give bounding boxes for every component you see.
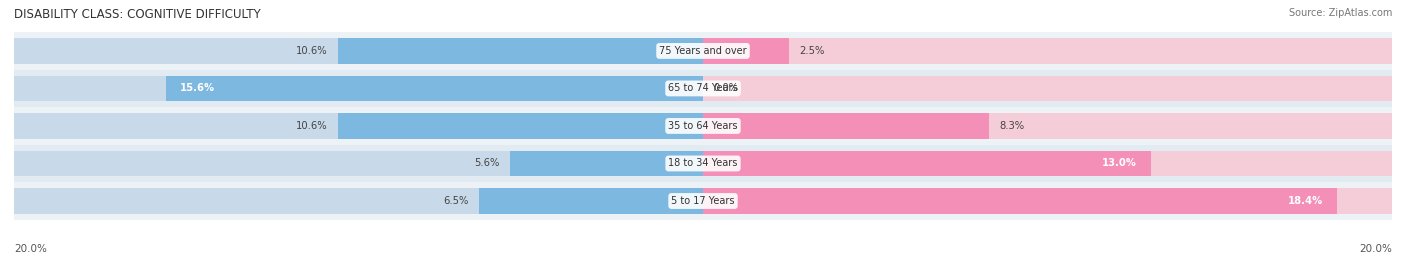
Text: 65 to 74 Years: 65 to 74 Years — [668, 83, 738, 94]
Text: 15.6%: 15.6% — [180, 83, 215, 94]
Bar — [14, 32, 1392, 70]
Bar — [14, 113, 703, 139]
Text: 35 to 64 Years: 35 to 64 Years — [668, 121, 738, 131]
Bar — [703, 113, 1392, 139]
Bar — [703, 113, 988, 139]
Bar — [14, 38, 703, 64]
Text: 18.4%: 18.4% — [1288, 196, 1323, 206]
Bar — [14, 151, 703, 176]
Text: 2.5%: 2.5% — [800, 46, 825, 56]
Bar — [479, 188, 703, 214]
Text: 13.0%: 13.0% — [1102, 158, 1137, 169]
Bar — [703, 188, 1392, 214]
Text: 75 Years and over: 75 Years and over — [659, 46, 747, 56]
Text: Source: ZipAtlas.com: Source: ZipAtlas.com — [1288, 8, 1392, 18]
Bar — [703, 38, 1392, 64]
Bar — [703, 151, 1392, 176]
Bar — [337, 38, 703, 64]
Bar — [14, 76, 703, 101]
Text: 0.0%: 0.0% — [713, 83, 738, 94]
Bar — [14, 188, 703, 214]
Text: 5 to 17 Years: 5 to 17 Years — [671, 196, 735, 206]
Bar — [14, 70, 1392, 107]
Bar — [14, 182, 1392, 220]
Text: 10.6%: 10.6% — [295, 46, 328, 56]
Bar — [703, 151, 1152, 176]
Bar — [337, 113, 703, 139]
Bar — [703, 188, 1337, 214]
Text: 18 to 34 Years: 18 to 34 Years — [668, 158, 738, 169]
Bar — [703, 38, 789, 64]
Bar — [166, 76, 703, 101]
Text: 6.5%: 6.5% — [443, 196, 468, 206]
Text: 10.6%: 10.6% — [295, 121, 328, 131]
Text: 5.6%: 5.6% — [474, 158, 499, 169]
Text: 8.3%: 8.3% — [1000, 121, 1025, 131]
Text: DISABILITY CLASS: COGNITIVE DIFFICULTY: DISABILITY CLASS: COGNITIVE DIFFICULTY — [14, 8, 260, 21]
Bar — [14, 145, 1392, 182]
Bar — [703, 76, 1392, 101]
Bar — [510, 151, 703, 176]
Bar — [14, 107, 1392, 145]
Text: 20.0%: 20.0% — [14, 244, 46, 254]
Text: 20.0%: 20.0% — [1360, 244, 1392, 254]
